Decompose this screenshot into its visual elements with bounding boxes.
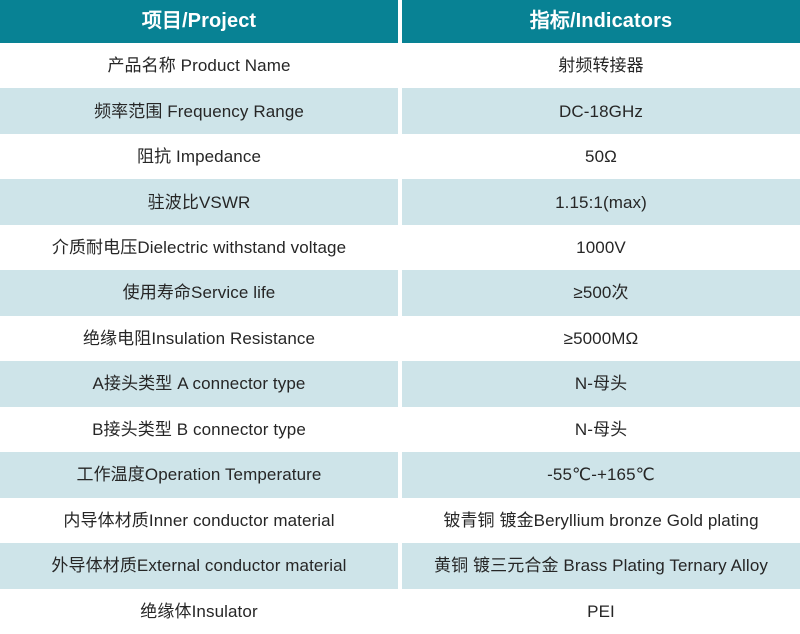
- indicator-cell: PEI: [402, 588, 800, 634]
- indicator-cell: ≥5000MΩ: [402, 315, 800, 362]
- table-row: 工作温度Operation Temperature -55℃-+165℃: [0, 452, 800, 498]
- project-cell: 绝缘电阻Insulation Resistance: [0, 315, 398, 362]
- project-cell: 绝缘体Insulator: [0, 588, 398, 634]
- table-header-row: 项目/Project 指标/Indicators: [0, 0, 800, 43]
- table-row: 使用寿命Service life ≥500次: [0, 270, 800, 316]
- table-row: 产品名称 Product Name 射频转接器: [0, 43, 800, 89]
- project-cell: 介质耐电压Dielectric withstand voltage: [0, 224, 398, 271]
- indicator-cell: 铍青铜 镀金Beryllium bronze Gold plating: [402, 497, 800, 544]
- table-row: 绝缘电阻Insulation Resistance ≥5000MΩ: [0, 315, 800, 362]
- project-cell: 驻波比VSWR: [0, 179, 398, 225]
- project-cell: 内导体材质Inner conductor material: [0, 497, 398, 544]
- project-cell: 频率范围 Frequency Range: [0, 88, 398, 134]
- indicator-cell: 50Ω: [402, 133, 800, 180]
- header-cell-indicators: 指标/Indicators: [402, 0, 800, 43]
- project-cell: B接头类型 B connector type: [0, 406, 398, 453]
- project-cell: 阻抗 Impedance: [0, 133, 398, 180]
- table-row: 阻抗 Impedance 50Ω: [0, 133, 800, 180]
- project-cell: A接头类型 A connector type: [0, 361, 398, 407]
- indicator-cell: DC-18GHz: [402, 88, 800, 134]
- project-cell: 外导体材质External conductor material: [0, 543, 398, 589]
- table-row: B接头类型 B connector type N-母头: [0, 406, 800, 453]
- indicator-cell: 1000V: [402, 224, 800, 271]
- project-cell: 使用寿命Service life: [0, 270, 398, 316]
- table-row: 介质耐电压Dielectric withstand voltage 1000V: [0, 224, 800, 271]
- table-row: 外导体材质External conductor material 黄铜 镀三元合金…: [0, 543, 800, 589]
- table-row: 绝缘体Insulator PEI: [0, 588, 800, 634]
- indicator-cell: N-母头: [402, 406, 800, 453]
- indicator-cell: 射频转接器: [402, 43, 800, 89]
- indicator-cell: N-母头: [402, 361, 800, 407]
- table-row: 驻波比VSWR 1.15:1(max): [0, 179, 800, 225]
- project-cell: 产品名称 Product Name: [0, 43, 398, 89]
- table-row: 内导体材质Inner conductor material 铍青铜 镀金Beryl…: [0, 497, 800, 544]
- table-row: A接头类型 A connector type N-母头: [0, 361, 800, 407]
- indicator-cell: 1.15:1(max): [402, 179, 800, 225]
- header-cell-project: 项目/Project: [0, 0, 398, 43]
- indicator-cell: ≥500次: [402, 270, 800, 316]
- project-cell: 工作温度Operation Temperature: [0, 452, 398, 498]
- indicator-cell: -55℃-+165℃: [402, 452, 800, 498]
- table-row: 频率范围 Frequency Range DC-18GHz: [0, 88, 800, 134]
- indicator-cell: 黄铜 镀三元合金 Brass Plating Ternary Alloy: [402, 543, 800, 589]
